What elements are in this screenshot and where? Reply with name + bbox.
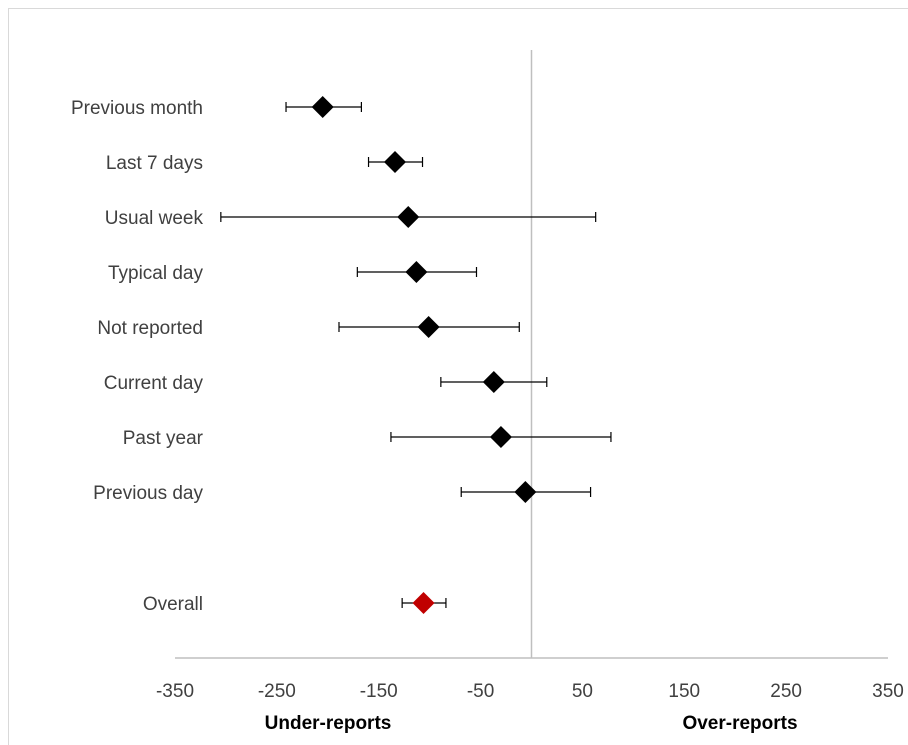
over-reports-label: Over-reports xyxy=(682,713,797,734)
x-tick-label: 250 xyxy=(770,681,802,702)
x-tick-labels: -350 -250 -150 -50 50 150 250 350 xyxy=(156,681,904,702)
x-tick-label: -350 xyxy=(156,681,194,702)
row-usual-week: Usual week xyxy=(105,206,597,229)
row-overall: Overall xyxy=(143,592,447,615)
row-previous-day: Previous day xyxy=(93,481,592,504)
row-last-7-days: Last 7 days xyxy=(106,151,424,174)
x-tick-label: -250 xyxy=(258,681,296,702)
x-tick-label: -50 xyxy=(467,681,494,702)
row-label: Usual week xyxy=(105,208,204,229)
row-typical-day: Typical day xyxy=(108,261,478,284)
estimate-diamond-marker xyxy=(417,316,440,338)
x-tick-label: 50 xyxy=(572,681,593,702)
row-label: Past year xyxy=(123,428,204,449)
x-tick-label: 150 xyxy=(668,681,700,702)
row-label: Overall xyxy=(143,594,203,615)
row-not-reported: Not reported xyxy=(97,316,520,339)
row-previous-month: Previous month xyxy=(71,96,362,119)
x-tick-label: 350 xyxy=(872,681,904,702)
x-tick-label: -150 xyxy=(360,681,398,702)
estimate-diamond-marker xyxy=(489,426,512,448)
under-reports-label: Under-reports xyxy=(265,713,392,734)
estimate-diamond-marker xyxy=(311,96,334,118)
row-current-day: Current day xyxy=(104,371,548,394)
estimate-diamond-marker xyxy=(397,206,420,228)
row-label: Last 7 days xyxy=(106,153,203,174)
estimate-diamond-marker xyxy=(412,592,435,614)
row-label: Previous day xyxy=(93,483,203,504)
estimate-diamond-marker xyxy=(482,371,505,393)
estimate-diamond-marker xyxy=(384,151,407,173)
rows-layer: Previous month Last 7 days Usual week Typic… xyxy=(71,96,612,615)
chart-border xyxy=(8,8,908,745)
estimate-diamond-marker xyxy=(405,261,428,283)
row-label: Current day xyxy=(104,373,204,394)
row-label: Not reported xyxy=(97,318,203,339)
row-past-year: Past year xyxy=(123,426,612,449)
estimate-diamond-marker xyxy=(514,481,537,503)
row-label: Previous month xyxy=(71,98,203,119)
row-label: Typical day xyxy=(108,263,204,284)
